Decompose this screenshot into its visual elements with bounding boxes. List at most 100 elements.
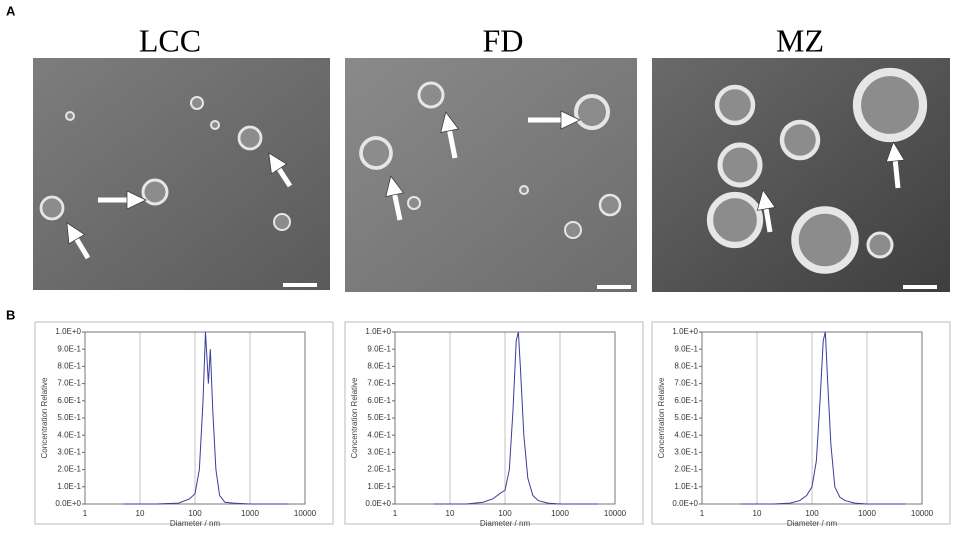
image-title: MZ [776,22,824,58]
y-tick-label: 3.0E-1 [367,448,391,457]
x-tick-label: 1000 [551,509,569,518]
y-tick-label: 8.0E-1 [367,362,391,371]
x-tick-label: 10 [753,509,762,518]
y-tick-label: 7.0E-1 [674,379,698,388]
y-tick-label: 9.0E-1 [674,344,698,353]
scale-bar [597,285,631,289]
vesicle [598,193,622,217]
arrow-head [126,190,147,210]
y-tick-label: 5.0E-1 [57,413,81,422]
x-tick-label: 100 [498,509,512,518]
y-tick-label: 8.0E-1 [674,362,698,371]
y-tick-label: 6.0E-1 [57,396,81,405]
scale-bar [283,283,317,287]
y-tick-label: 5.0E-1 [674,413,698,422]
y-tick-label: 2.0E-1 [367,465,391,474]
y-axis-title: Concentration Relative [350,377,359,458]
y-tick-label: 2.0E-1 [674,465,698,474]
vesicle [190,96,204,110]
x-axis-title: Diameter / nm [480,519,531,528]
arrow-head [756,189,776,211]
arrow-head [560,110,581,130]
arrow-head [440,111,459,133]
x-tick-label: 10000 [294,509,317,518]
vesicle [574,94,610,130]
y-tick-label: 1.0E+0 [365,327,391,336]
arrow-head [885,141,905,163]
micrograph [33,58,330,290]
image-title: LCC [139,22,201,58]
vesicle [564,221,582,239]
x-tick-label: 1 [83,509,88,518]
vesicle [141,178,169,206]
vesicle [210,120,220,130]
vesicle [65,111,75,121]
line [433,331,599,505]
x-tick-label: 1 [700,509,705,518]
vesicle [852,67,928,143]
plot-area [84,331,306,505]
y-tick-label: 7.0E-1 [367,379,391,388]
y-tick-label: 9.0E-1 [57,344,81,353]
vesicle [273,213,291,231]
x-tick-label: 1000 [241,509,259,518]
vesicle [714,84,756,126]
x-tick-label: 10000 [911,509,934,518]
vesicle [39,195,65,221]
y-tick-label: 3.0E-1 [57,448,81,457]
x-axis-title: Diameter / nm [170,519,221,528]
x-tick-label: 100 [805,509,819,518]
micrograph-details [39,67,937,289]
y-tick-label: 1.0E+0 [55,327,81,336]
y-tick-label: 4.0E-1 [57,430,81,439]
image-title: FD [483,22,524,58]
y-tick-label: 5.0E-1 [367,413,391,422]
line [123,331,289,505]
y-tick-label: 6.0E-1 [674,396,698,405]
line [740,331,906,505]
y-tick-label: 7.0E-1 [57,379,81,388]
y-tick-label: 1.0E-1 [367,482,391,491]
x-tick-label: 10000 [604,509,627,518]
y-tick-label: 1.0E+0 [672,327,698,336]
micrograph [345,58,637,292]
arrow-head [268,152,288,175]
vesicle [779,119,821,161]
vesicle [237,125,263,151]
y-tick-label: 6.0E-1 [367,396,391,405]
y-tick-label: 4.0E-1 [367,430,391,439]
y-tick-label: 2.0E-1 [57,465,81,474]
vesicle [359,136,393,170]
x-tick-label: 1000 [858,509,876,518]
panel-label: B [6,307,15,322]
y-tick-label: 1.0E-1 [57,482,81,491]
x-tick-label: 10 [136,509,145,518]
x-axis-title: Diameter / nm [787,519,838,528]
y-axis-title: Concentration Relative [40,377,49,458]
x-tick-label: 100 [188,509,202,518]
y-tick-label: 9.0E-1 [367,344,391,353]
vesicle [866,231,894,259]
panel-label: A [6,3,16,18]
y-tick-label: 0.0E+0 [672,499,698,508]
x-tick-label: 1 [393,509,398,518]
plot-area [394,331,616,505]
vesicle [417,81,445,109]
plot-area [701,331,923,505]
y-axis-title: Concentration Relative [657,377,666,458]
scale-bar [903,285,937,289]
vesicle [407,196,421,210]
vesicle [519,185,529,195]
y-tick-label: 1.0E-1 [674,482,698,491]
y-tick-label: 3.0E-1 [674,448,698,457]
x-tick-label: 10 [446,509,455,518]
vesicle [706,191,764,249]
vesicle [717,142,763,188]
y-tick-label: 0.0E+0 [365,499,391,508]
vesicle [791,206,859,274]
y-tick-label: 8.0E-1 [57,362,81,371]
arrow-head [385,175,405,198]
arrow-head [66,222,86,245]
